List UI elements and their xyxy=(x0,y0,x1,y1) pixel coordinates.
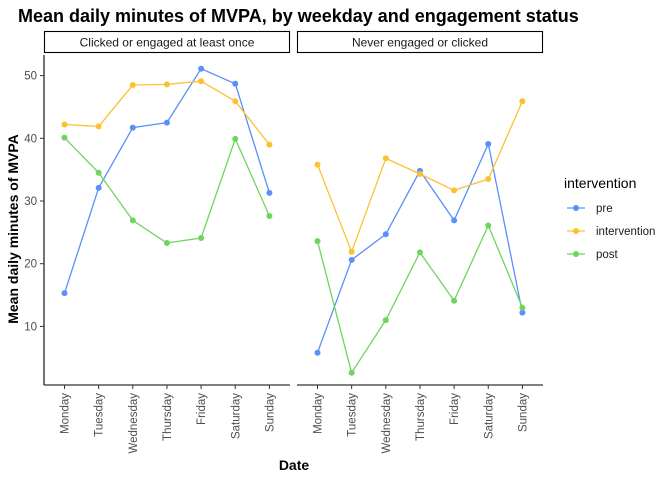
x-tick-label: Monday xyxy=(60,393,72,434)
data-point-post xyxy=(348,369,355,376)
facet-strip xyxy=(296,30,544,54)
data-point-pre xyxy=(95,184,102,191)
x-tick-label: Thursday xyxy=(415,393,427,441)
data-point-intervention xyxy=(61,121,68,128)
facet-strip-label: Clicked or engaged at least once xyxy=(80,36,255,50)
x-tick-label: Friday xyxy=(196,393,208,425)
data-point-intervention xyxy=(198,78,205,85)
panels: Clicked or engaged at least once 10 20 30 40… xyxy=(24,30,544,454)
legend-key-point-post xyxy=(573,251,579,257)
legend-key-point-pre xyxy=(573,205,579,211)
x-tick-label: Thursday xyxy=(162,393,174,441)
data-point-pre xyxy=(519,309,526,316)
x-tick-label: Tuesday xyxy=(347,393,359,437)
x-tick-label: Wednesday xyxy=(128,393,140,454)
data-point-intervention xyxy=(416,171,423,178)
series-line-pre xyxy=(63,67,271,294)
data-point-intervention xyxy=(451,187,458,194)
data-point-post xyxy=(519,304,526,311)
data-point-pre xyxy=(485,140,492,147)
y-tick-label: 20 xyxy=(24,259,37,271)
data-point-intervention xyxy=(314,161,321,168)
data-point-pre xyxy=(382,231,389,238)
x-tick-label: Wednesday xyxy=(381,393,393,454)
y-tick-label: 50 xyxy=(24,71,37,83)
series-line-post xyxy=(316,223,524,375)
data-point-intervention xyxy=(348,248,355,255)
data-point-post xyxy=(382,317,389,324)
data-point-post xyxy=(314,238,321,245)
data-point-post xyxy=(266,213,273,220)
data-point-pre xyxy=(129,124,136,131)
series-line-intervention xyxy=(64,80,270,146)
data-point-intervention xyxy=(485,176,492,183)
chart-title: Mean daily minutes of MVPA, by weekday a… xyxy=(18,6,579,26)
data-point-pre xyxy=(163,119,170,126)
data-point-pre xyxy=(266,189,273,196)
data-point-post xyxy=(485,222,492,229)
data-point-post xyxy=(95,169,102,176)
y-axis-title: Mean daily minutes of MVPA xyxy=(5,134,21,324)
data-point-post xyxy=(61,134,68,141)
data-point-intervention xyxy=(266,141,273,148)
panel-1: Clicked or engaged at least once 10 20 30 40… xyxy=(24,30,291,454)
panel-2: Never engaged or clicked Monday Tuesday Wed… xyxy=(296,30,544,454)
legend-key-point-intervention xyxy=(573,228,579,234)
data-point-pre xyxy=(314,349,321,356)
data-point-pre xyxy=(198,65,205,72)
data-point-intervention xyxy=(95,123,102,130)
x-tick-label: Tuesday xyxy=(94,393,106,437)
legend-label-intervention: intervention xyxy=(596,226,655,238)
data-point-intervention xyxy=(129,82,136,89)
y-tick-label: 10 xyxy=(24,321,37,333)
data-point-pre xyxy=(451,217,458,224)
legend-label-pre: pre xyxy=(596,203,613,215)
x-tick-label: Monday xyxy=(313,393,325,434)
x-tick-label: Sunday xyxy=(264,393,276,432)
x-tick-label: Friday xyxy=(449,393,461,425)
y-tick-label: 40 xyxy=(24,133,37,145)
x-axis-title: Date xyxy=(279,457,310,473)
data-point-post xyxy=(163,240,170,247)
data-point-post xyxy=(198,234,205,241)
x-tick-label: Saturday xyxy=(483,393,495,439)
series-line-post xyxy=(64,137,270,244)
legend: intervention pre intervention post xyxy=(564,175,655,261)
data-point-pre xyxy=(61,290,68,297)
data-point-post xyxy=(416,249,423,256)
data-point-intervention xyxy=(519,98,526,105)
facet-strip-label: Never engaged or clicked xyxy=(352,36,488,50)
data-point-intervention xyxy=(163,81,170,88)
y-tick-label: 30 xyxy=(24,196,37,208)
data-point-pre xyxy=(348,256,355,263)
x-tick-label: Saturday xyxy=(230,393,242,439)
legend-title: intervention xyxy=(564,175,636,191)
data-point-intervention xyxy=(382,155,389,162)
facet-strip xyxy=(43,30,291,54)
x-tick-label: Sunday xyxy=(517,393,529,432)
data-point-pre xyxy=(232,80,239,87)
data-point-post xyxy=(451,297,458,304)
legend-label-post: post xyxy=(596,249,619,261)
data-point-intervention xyxy=(232,98,239,105)
data-point-post xyxy=(129,217,136,224)
data-point-post xyxy=(232,135,239,142)
